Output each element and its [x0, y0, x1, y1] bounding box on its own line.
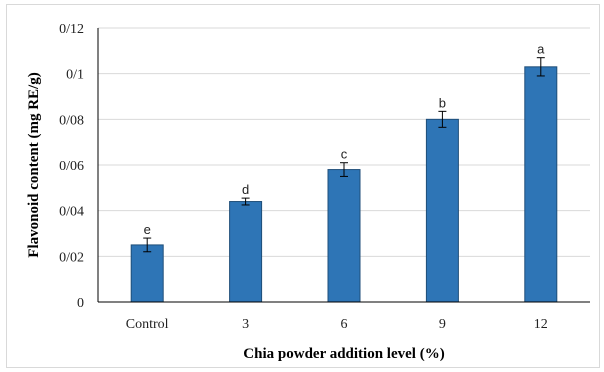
- chart-frame: [6, 4, 600, 368]
- error-bar: [536, 57, 545, 77]
- y-tick-label: 0/04: [59, 205, 84, 220]
- significance-letter: e: [144, 222, 151, 237]
- y-tick-label: 0/06: [59, 159, 84, 174]
- error-bars: [143, 57, 545, 253]
- y-tick-label: 0/12: [59, 22, 84, 37]
- x-tick-label: Control: [126, 317, 169, 332]
- x-tick-label: 12: [534, 317, 548, 332]
- bar: [327, 169, 361, 303]
- significance-letters: e d c b a: [144, 42, 546, 237]
- y-tick-labels: 0 0/02 0/04 0/06 0/08 0/1 0/12: [59, 22, 84, 311]
- x-axis-title: Chia powder addition level (%): [243, 346, 444, 362]
- gridlines: [98, 27, 590, 257]
- y-axis-title: Flavonoid content (mg RE/g): [26, 72, 42, 257]
- bar: [130, 244, 164, 303]
- x-tick-label: 6: [341, 317, 348, 332]
- x-tick-label: 9: [439, 317, 446, 332]
- y-tick-label: 0/08: [59, 113, 84, 128]
- y-tick-label: 0/02: [59, 250, 84, 265]
- bar: [229, 201, 263, 303]
- error-bar: [340, 162, 348, 177]
- significance-letter: c: [341, 147, 348, 162]
- significance-letter: a: [537, 42, 545, 57]
- significance-letter: d: [242, 182, 249, 197]
- error-bar: [143, 237, 152, 253]
- bar: [425, 118, 459, 303]
- error-bar: [438, 110, 447, 128]
- x-tick-label: 3: [242, 317, 249, 332]
- y-tick-label: 0: [77, 296, 84, 311]
- error-bar: [241, 197, 250, 206]
- x-tick-labels: Control 3 6 9 12: [126, 317, 548, 332]
- significance-letter: b: [439, 95, 446, 110]
- y-tick-label: 0/1: [66, 68, 84, 83]
- bars: [130, 66, 558, 303]
- bar: [524, 66, 558, 303]
